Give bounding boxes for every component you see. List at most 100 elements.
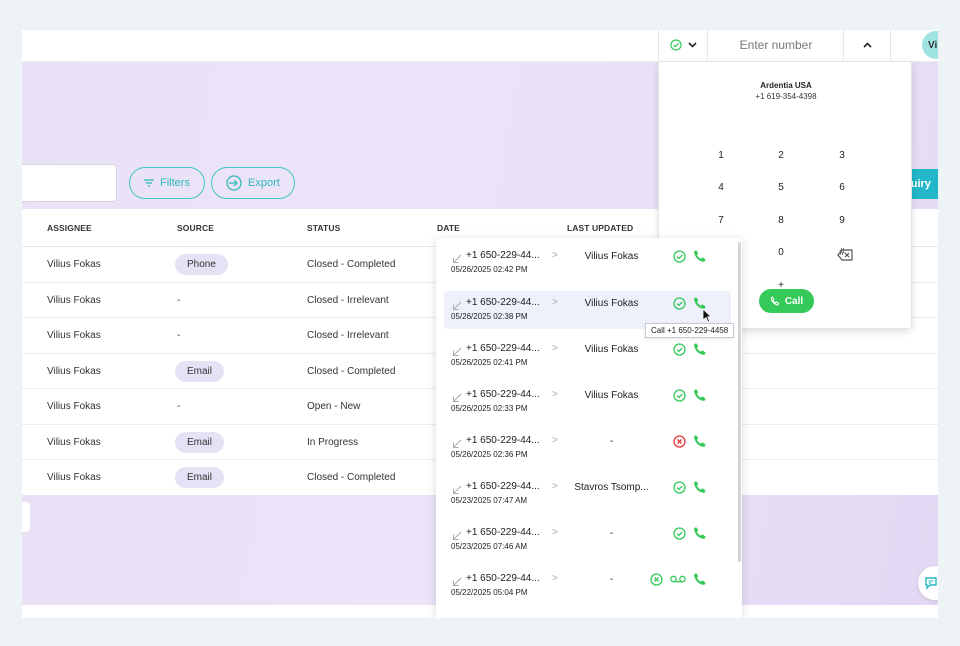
success-icon [673, 388, 686, 402]
dialpad-key[interactable]: 6 [839, 181, 845, 193]
backspace-button[interactable] [825, 245, 865, 265]
dialpad-key[interactable]: 2 [778, 149, 784, 161]
call-log-item[interactable]: +1 650-229-44... >05/26/2025 02:42 PM Vili… [444, 244, 731, 282]
call-status-icons [673, 526, 707, 540]
incoming-call-arrow-icon [453, 485, 462, 494]
agent-status-dropdown[interactable] [658, 30, 708, 60]
success-icon [673, 342, 686, 356]
chevron-right-icon: > [552, 435, 558, 446]
call-back-icon[interactable] [693, 388, 707, 402]
column-header-status[interactable]: STATUS [307, 223, 341, 233]
status-cell: In Progress [307, 436, 359, 448]
success-icon [673, 526, 686, 540]
call-date: 05/23/2025 07:47 AM [451, 496, 528, 505]
chat-widget-button[interactable] [918, 566, 938, 600]
column-header-assignee[interactable]: ASSIGNEE [47, 223, 92, 233]
source-cell: - [177, 401, 181, 412]
assignee-cell: Vilius Fokas [47, 259, 101, 270]
call-number[interactable]: +1 650-229-44... [466, 389, 540, 400]
call-agent: Vilius Fokas [584, 390, 639, 401]
call-back-icon[interactable] [693, 434, 707, 448]
phone-icon [770, 296, 780, 306]
call-number[interactable]: +1 650-229-44... [466, 250, 540, 261]
success-icon [673, 480, 686, 494]
call-history-scrollbar[interactable] [738, 242, 741, 562]
dialpad-key[interactable]: + [778, 279, 784, 291]
dialpad-key[interactable]: 8 [778, 214, 784, 226]
call-number[interactable]: +1 650-229-44... [466, 527, 540, 538]
call-status-icons [673, 342, 707, 356]
call-date: 05/23/2025 07:46 AM [451, 542, 528, 551]
dialpad-toggle-button[interactable] [843, 30, 891, 60]
call-number[interactable]: +1 650-229-44... [466, 435, 540, 446]
chevron-up-icon [862, 42, 872, 48]
check-circle-icon [669, 39, 682, 51]
call-number[interactable]: +1 650-229-44... [466, 481, 540, 492]
export-icon [226, 175, 242, 191]
call-log-item[interactable]: +1 650-229-44... >05/26/2025 02:33 PM Vili… [444, 383, 731, 421]
side-panel-tab[interactable] [22, 502, 30, 532]
call-back-icon[interactable] [693, 249, 707, 263]
call-agent: Stavros Tsomp... [574, 482, 649, 493]
backspace-icon [837, 249, 853, 261]
dialpad-key[interactable]: 1 [718, 149, 724, 161]
incoming-call-arrow-icon [453, 531, 462, 540]
call-status-icons [673, 480, 707, 494]
call-agent: - [609, 436, 614, 447]
call-agent: Vilius Fokas [584, 251, 639, 262]
call-date: 05/22/2025 05:04 PM [451, 588, 528, 597]
call-back-icon[interactable] [693, 296, 707, 310]
call-log-item[interactable]: +1 650-229-44... >05/26/2025 02:41 PM Vili… [444, 337, 731, 375]
dialpad-key[interactable]: 5 [778, 181, 784, 193]
caller-id-number: +1 619-354-4398 [755, 92, 817, 101]
export-label: Export [248, 177, 280, 189]
call-log-item[interactable]: +1 650-229-44... >05/26/2025 02:38 PM Vili… [444, 291, 731, 329]
column-header-last-updated[interactable]: LAST UPDATED [567, 223, 634, 233]
export-button[interactable]: Export [211, 167, 295, 199]
call-log-item[interactable]: +1 650-229-44... >05/23/2025 07:46 AM - [444, 521, 731, 559]
chevron-down-icon [687, 42, 697, 48]
search-input[interactable] [22, 164, 117, 202]
column-header-date[interactable]: DATE [437, 223, 460, 233]
call-tooltip: Call +1 650-229-4458 [645, 323, 735, 338]
call-number[interactable]: +1 650-229-44... [466, 297, 540, 308]
call-status-icons [673, 434, 707, 448]
assignee-cell: Vilius Fokas [47, 472, 101, 483]
chevron-right-icon: > [552, 481, 558, 492]
dialpad-key[interactable]: 4 [718, 181, 724, 193]
call-button[interactable]: Call [759, 289, 814, 313]
incoming-call-arrow-icon [453, 301, 462, 310]
call-button-label: Call [784, 295, 804, 307]
call-back-icon[interactable] [693, 342, 707, 356]
dialpad-key[interactable]: 7 [718, 214, 724, 226]
dialpad-key[interactable]: 3 [839, 149, 845, 161]
phone-number-input[interactable] [709, 30, 843, 60]
source-chip: Email [175, 467, 225, 488]
call-back-icon[interactable] [693, 480, 707, 494]
dialpad-key[interactable]: 9 [839, 214, 845, 226]
call-status-icons [673, 296, 707, 310]
source-cell: - [177, 294, 181, 306]
voicemail-icon[interactable] [670, 575, 686, 583]
incoming-call-arrow-icon [453, 254, 462, 263]
call-back-icon[interactable] [693, 572, 707, 586]
user-avatar[interactable]: Vi [922, 31, 938, 59]
call-number[interactable]: +1 650-229-44... [466, 343, 540, 354]
call-log-item[interactable]: +1 650-229-44... >05/23/2025 07:47 AM Stav… [444, 475, 731, 513]
app-window: Filters Export quiry ASSIGNEE SOURCE STA… [22, 30, 938, 618]
chevron-right-icon: > [552, 389, 558, 400]
filters-button[interactable]: Filters [129, 167, 205, 199]
dialpad-key[interactable]: 0 [778, 246, 784, 258]
assignee-cell: Vilius Fokas [47, 294, 101, 306]
call-log-item[interactable]: +1 650-229-44... >05/22/2025 05:04 PM - [444, 567, 731, 605]
call-agent: - [609, 574, 614, 585]
dialpad-key[interactable]: # [839, 246, 845, 258]
call-log-item[interactable]: +1 650-229-44... >05/26/2025 02:36 PM - [444, 429, 731, 467]
column-header-source[interactable]: SOURCE [177, 223, 214, 233]
call-status-icons [673, 388, 707, 402]
call-status-icons [673, 249, 707, 263]
call-number[interactable]: +1 650-229-44... [466, 573, 540, 584]
chevron-right-icon: > [552, 527, 558, 538]
call-back-icon[interactable] [693, 526, 707, 540]
filters-label: Filters [160, 177, 190, 189]
